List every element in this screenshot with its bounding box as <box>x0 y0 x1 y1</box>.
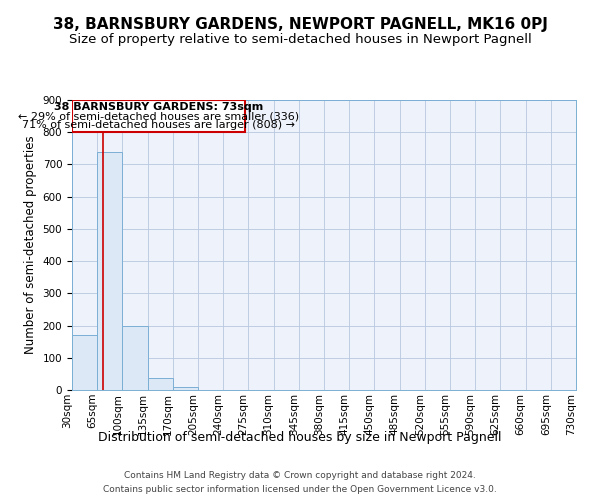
Text: Contains HM Land Registry data © Crown copyright and database right 2024.: Contains HM Land Registry data © Crown c… <box>124 472 476 480</box>
Text: Size of property relative to semi-detached houses in Newport Pagnell: Size of property relative to semi-detach… <box>68 32 532 46</box>
Bar <box>72 100 245 132</box>
Text: ← 29% of semi-detached houses are smaller (336): ← 29% of semi-detached houses are smalle… <box>18 111 299 121</box>
Bar <box>97 152 122 390</box>
Bar <box>72 335 97 390</box>
Bar <box>173 387 198 390</box>
Text: Distribution of semi-detached houses by size in Newport Pagnell: Distribution of semi-detached houses by … <box>98 431 502 444</box>
Text: Contains public sector information licensed under the Open Government Licence v3: Contains public sector information licen… <box>103 484 497 494</box>
Bar <box>122 326 148 390</box>
Text: 38 BARNSBURY GARDENS: 73sqm: 38 BARNSBURY GARDENS: 73sqm <box>54 102 263 112</box>
Text: 71% of semi-detached houses are larger (808) →: 71% of semi-detached houses are larger (… <box>22 120 295 130</box>
Text: 38, BARNSBURY GARDENS, NEWPORT PAGNELL, MK16 0PJ: 38, BARNSBURY GARDENS, NEWPORT PAGNELL, … <box>53 18 547 32</box>
Y-axis label: Number of semi-detached properties: Number of semi-detached properties <box>24 136 37 354</box>
Bar <box>148 378 173 390</box>
